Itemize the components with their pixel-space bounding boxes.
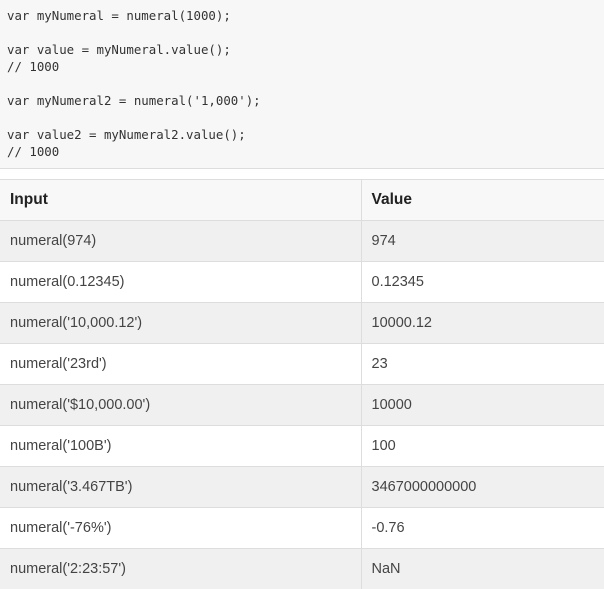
input-cell: numeral('$10,000.00') <box>0 385 361 426</box>
table-header-row: Input Value <box>0 180 604 221</box>
code-block: var myNumeral = numeral(1000); var value… <box>0 0 604 169</box>
input-cell: numeral(974) <box>0 221 361 262</box>
table-row: numeral('3.467TB')3467000000000 <box>0 467 604 508</box>
table-row: numeral(0.12345)0.12345 <box>0 262 604 303</box>
value-cell: 0.12345 <box>361 262 604 303</box>
table-row: numeral('100B')100 <box>0 426 604 467</box>
code-text: var myNumeral = numeral(1000); var value… <box>7 7 604 160</box>
table-row: numeral('$10,000.00')10000 <box>0 385 604 426</box>
input-cell: numeral('23rd') <box>0 344 361 385</box>
input-cell: numeral('3.467TB') <box>0 467 361 508</box>
header-input: Input <box>0 180 361 221</box>
value-cell: 23 <box>361 344 604 385</box>
table-row: numeral('10,000.12')10000.12 <box>0 303 604 344</box>
value-cell: 3467000000000 <box>361 467 604 508</box>
value-cell: 974 <box>361 221 604 262</box>
value-cell: 10000.12 <box>361 303 604 344</box>
input-cell: numeral('2:23:57') <box>0 549 361 589</box>
input-cell: numeral('100B') <box>0 426 361 467</box>
table-row: numeral('2:23:57')NaN <box>0 549 604 589</box>
input-cell: numeral('10,000.12') <box>0 303 361 344</box>
header-value: Value <box>361 180 604 221</box>
value-cell: 10000 <box>361 385 604 426</box>
input-cell: numeral(0.12345) <box>0 262 361 303</box>
value-cell: 100 <box>361 426 604 467</box>
value-cell: NaN <box>361 549 604 589</box>
table-row: numeral('23rd')23 <box>0 344 604 385</box>
table-row: numeral(974)974 <box>0 221 604 262</box>
input-cell: numeral('-76%') <box>0 508 361 549</box>
table-row: numeral('-76%')-0.76 <box>0 508 604 549</box>
value-cell: -0.76 <box>361 508 604 549</box>
